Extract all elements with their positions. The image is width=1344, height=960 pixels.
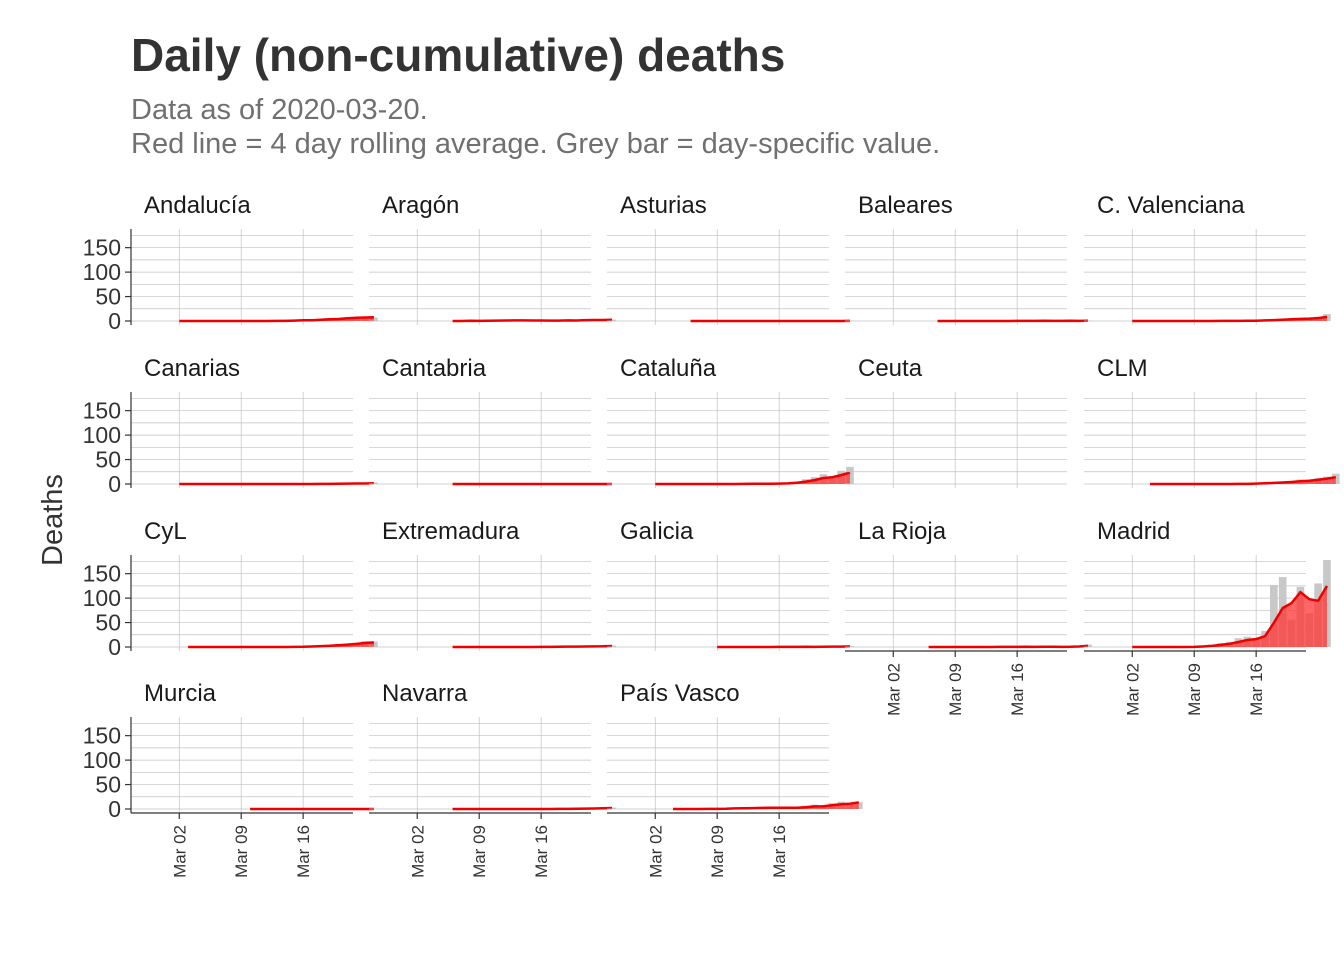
x-tick-label: Mar 09: [708, 825, 727, 878]
y-tick-label: 100: [83, 747, 121, 773]
y-tick-label: 150: [83, 561, 121, 587]
x-tick-label: Mar 09: [470, 825, 489, 878]
rolling-line-cyl: [188, 641, 374, 649]
x-tick-label: Mar 02: [408, 825, 427, 878]
facet-title-extremadura: Extremadura: [382, 518, 520, 545]
y-tick-label: 50: [95, 772, 121, 798]
facet-title-andalucia: Andalucía: [144, 192, 251, 219]
facet-title-ceuta: Ceuta: [858, 355, 923, 382]
rolling-area-madrid: [1132, 585, 1327, 647]
facet-title-baleares: Baleares: [858, 192, 953, 219]
facet-title-aragon: Aragón: [382, 192, 459, 219]
y-tick-label: 50: [95, 610, 121, 636]
bar-andalucia: [370, 317, 378, 321]
y-tick-label: 0: [108, 796, 121, 822]
facet-title-madrid: Madrid: [1097, 518, 1170, 545]
rolling-line-canarias: [179, 482, 374, 486]
rolling-line-navarra: [452, 806, 613, 811]
rolling-line-la-rioja: [928, 644, 1089, 649]
y-tick-label: 100: [83, 259, 121, 285]
chart-title: Daily (non-cumulative) deaths: [131, 29, 786, 81]
y-tick-label: 0: [108, 471, 121, 497]
rolling-line-extremadura: [452, 644, 613, 649]
x-tick-label: Mar 02: [884, 663, 903, 716]
facet-title-c-valenciana: C. Valenciana: [1097, 192, 1245, 219]
y-tick-label: 100: [83, 422, 121, 448]
rolling-area-cataluna: [655, 472, 850, 484]
y-tick-label: 150: [83, 398, 121, 424]
x-tick-label: Mar 09: [232, 825, 251, 878]
x-tick-label: Mar 16: [770, 825, 789, 878]
y-tick-label: 150: [83, 235, 121, 261]
rolling-line-clm: [1150, 475, 1336, 486]
facet-title-navarra: Navarra: [382, 680, 468, 707]
y-tick-label: 100: [83, 585, 121, 611]
facet-title-murcia: Murcia: [144, 680, 217, 707]
y-tick-label: 0: [108, 308, 121, 334]
x-tick-label: Mar 09: [946, 663, 965, 716]
y-tick-label: 50: [95, 284, 121, 310]
facet-title-clm: CLM: [1097, 355, 1148, 382]
rolling-line-cataluna: [655, 471, 851, 486]
x-tick-label: Mar 16: [294, 825, 313, 878]
x-tick-label: Mar 02: [646, 825, 665, 878]
x-tick-label: Mar 16: [1247, 663, 1266, 716]
chart-subtitle-line-2: Red line = 4 day rolling average. Grey b…: [131, 128, 941, 160]
rolling-line-c-valenciana: [1132, 315, 1328, 323]
rolling-line-pais-vasco: [673, 801, 859, 811]
bar-canarias: [370, 482, 378, 484]
x-tick-label: Mar 02: [1123, 663, 1142, 716]
rolling-line-aragon: [452, 318, 613, 323]
rolling-line-madrid: [1132, 585, 1329, 649]
facet-title-canarias: Canarias: [144, 355, 240, 382]
x-tick-label: Mar 16: [532, 825, 551, 878]
chart-subtitle-line-1: Data as of 2020-03-20.: [131, 94, 428, 126]
facet-title-cyl: CyL: [144, 518, 187, 545]
bar-cyl: [370, 641, 378, 647]
facet-title-galicia: Galicia: [620, 518, 694, 545]
facet-title-la-rioja: La Rioja: [858, 518, 947, 545]
facet-title-cataluna: Cataluña: [620, 355, 717, 382]
rolling-line-galicia: [717, 645, 851, 649]
y-tick-label: 50: [95, 447, 121, 473]
facet-title-cantabria: Cantabria: [382, 355, 487, 382]
y-axis-title: Deaths: [37, 474, 69, 566]
x-tick-label: Mar 09: [1185, 663, 1204, 716]
rolling-line-andalucia: [179, 315, 374, 323]
y-tick-label: 0: [108, 634, 121, 660]
facet-title-asturias: Asturias: [620, 192, 707, 219]
y-tick-label: 150: [83, 723, 121, 749]
facet-title-pais-vasco: País Vasco: [620, 680, 740, 707]
rolling-area-cyl: [188, 642, 374, 647]
x-tick-label: Mar 02: [170, 825, 189, 878]
x-tick-label: Mar 16: [1008, 663, 1027, 716]
bar-madrid: [1270, 584, 1278, 647]
